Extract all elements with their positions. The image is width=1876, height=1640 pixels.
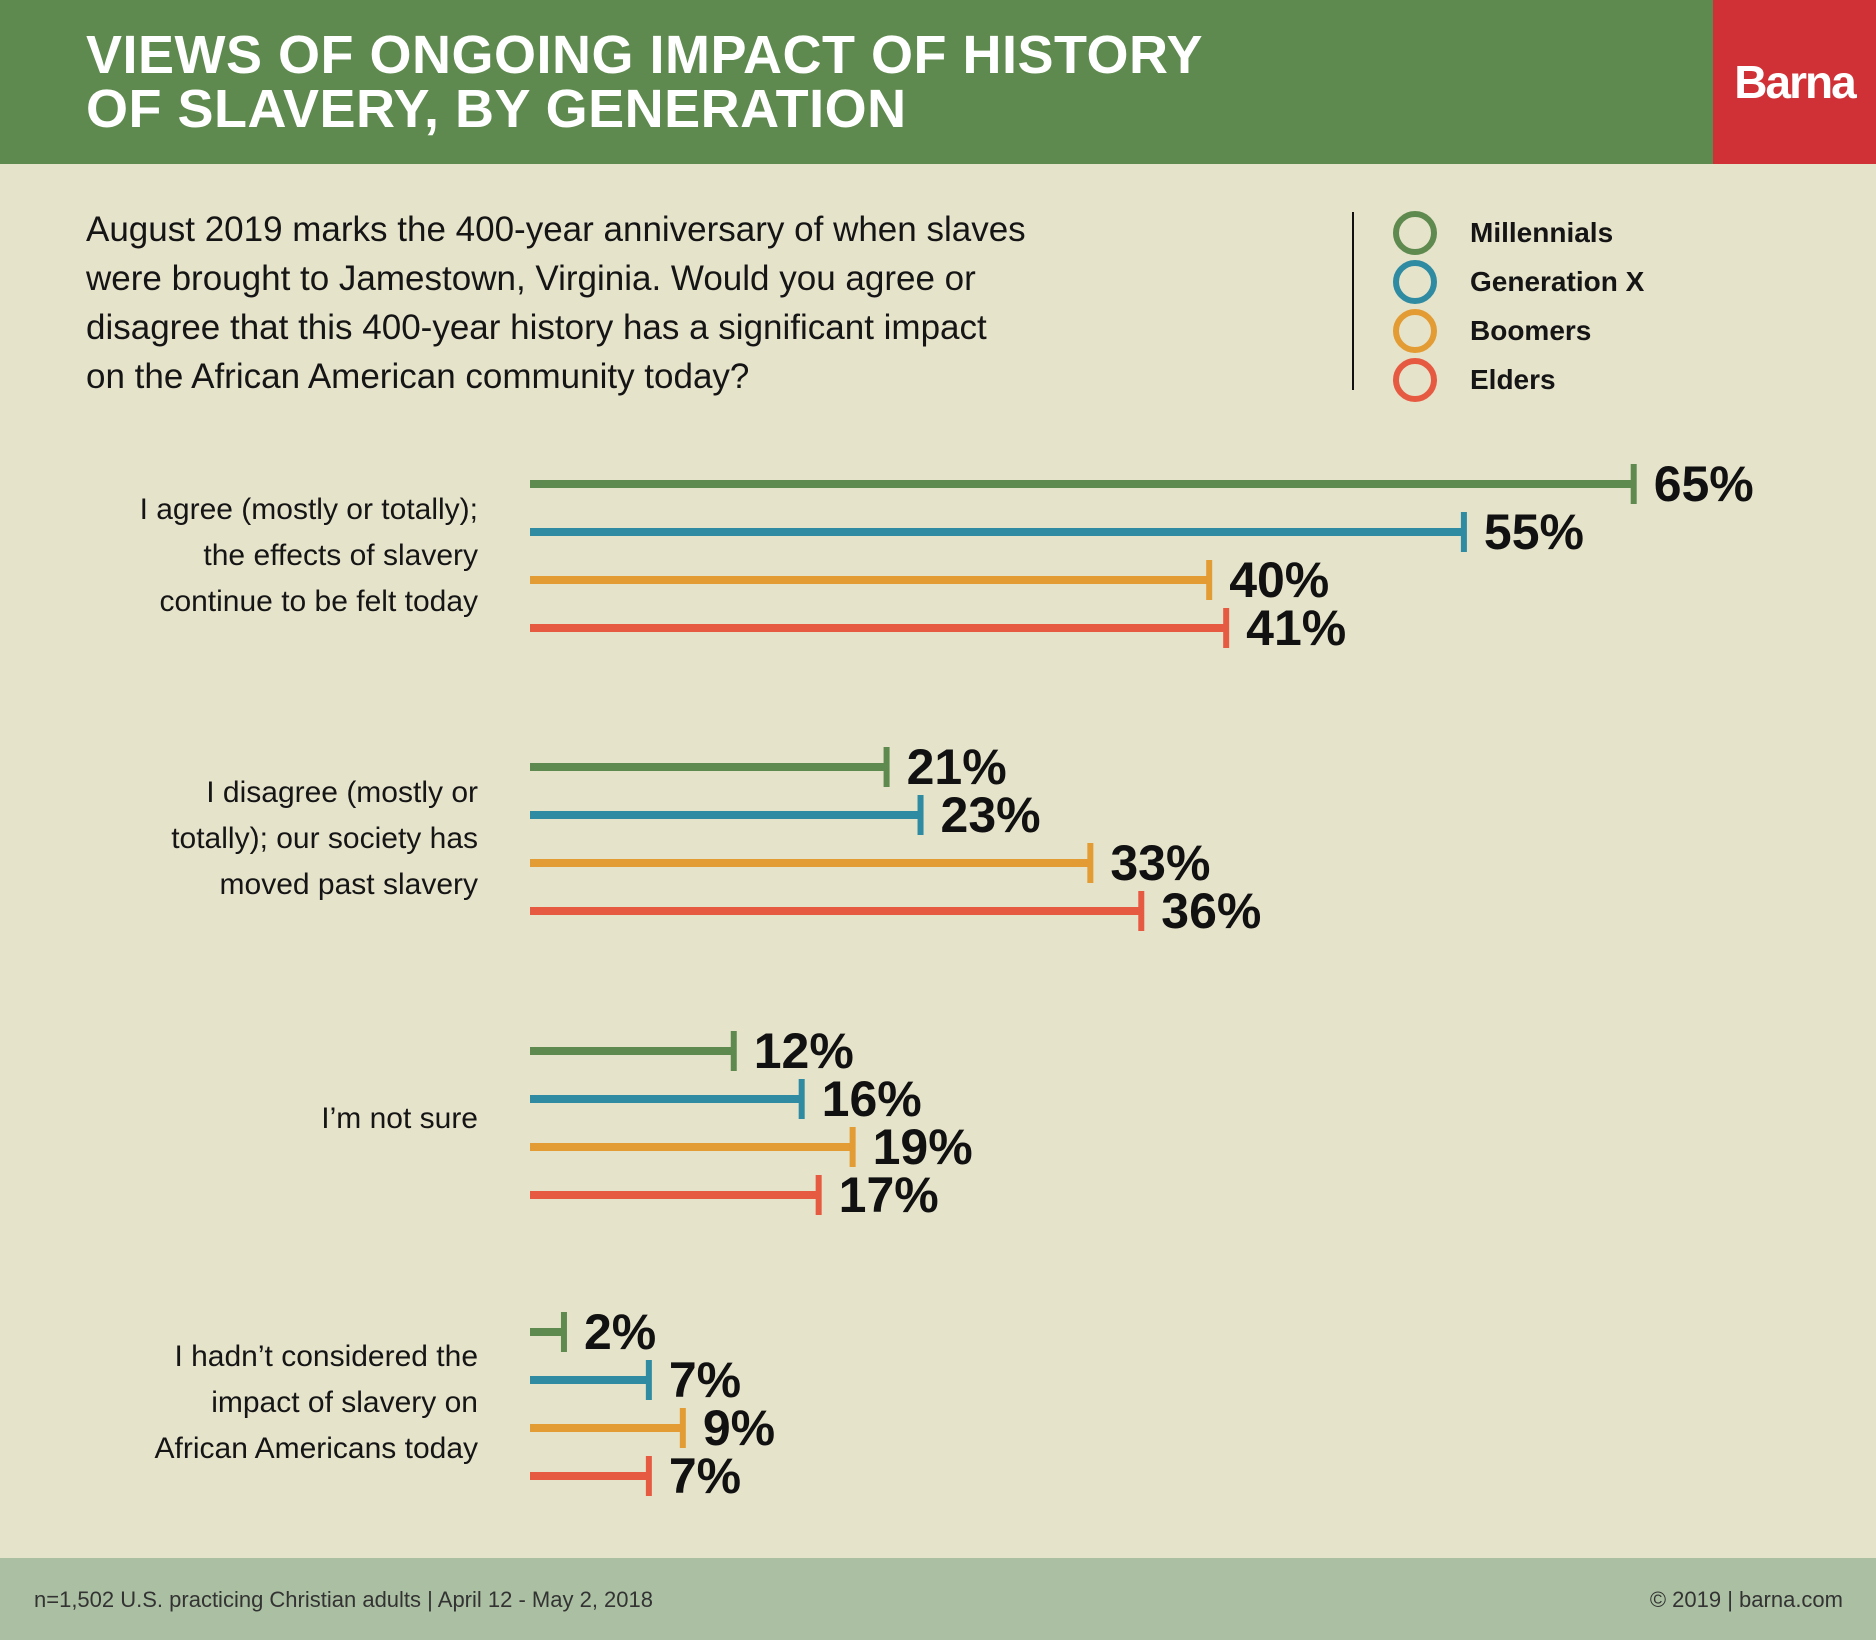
chart-title-line: VIEWS OF ONGOING IMPACT OF HISTORY bbox=[86, 25, 1204, 85]
bar-end-cap bbox=[1087, 843, 1094, 883]
bar-generation-x bbox=[530, 1095, 802, 1103]
category-label-line: impact of slavery on bbox=[211, 1386, 478, 1419]
chart-title-line: OF SLAVERY, BY GENERATION bbox=[86, 79, 907, 139]
data-label: 7% bbox=[669, 1352, 741, 1408]
bar-boomers bbox=[530, 859, 1091, 867]
question-line: August 2019 marks the 400-year anniversa… bbox=[86, 210, 1026, 249]
category-label-line: continue to be felt today bbox=[159, 585, 478, 618]
sample-note: n=1,502 U.S. practicing Christian adults… bbox=[34, 1587, 653, 1612]
bar-millennials bbox=[530, 1047, 734, 1055]
legend-label: Boomers bbox=[1470, 314, 1592, 346]
category-label-line: totally); our society has bbox=[171, 822, 478, 855]
question-line: disagree that this 400-year history has … bbox=[86, 308, 987, 347]
category-label-line: the effects of slavery bbox=[203, 539, 478, 572]
category-label-line: I disagree (mostly or bbox=[206, 776, 478, 809]
legend: Millennials Generation X Boomers Elders bbox=[1393, 208, 1644, 404]
bar-millennials bbox=[530, 480, 1634, 488]
data-label: 33% bbox=[1110, 835, 1210, 891]
bar-boomers bbox=[530, 576, 1210, 584]
data-label: 21% bbox=[907, 739, 1007, 795]
category-label-line: I agree (mostly or totally); bbox=[139, 493, 478, 526]
bar-end-cap bbox=[560, 1312, 567, 1352]
bar-end-cap bbox=[645, 1360, 652, 1400]
bar-generation-x bbox=[530, 1376, 649, 1384]
data-label: 7% bbox=[669, 1448, 741, 1504]
legend-item-millennials: Millennials bbox=[1393, 208, 1644, 257]
bar-end-cap bbox=[883, 747, 890, 787]
data-label: 36% bbox=[1161, 883, 1261, 939]
category-label-disagree: I disagree (mostly or totally); our soci… bbox=[58, 770, 478, 908]
data-label: 12% bbox=[754, 1023, 854, 1079]
bar-millennials bbox=[530, 763, 887, 771]
bar-elders bbox=[530, 624, 1227, 632]
bar-end-cap bbox=[645, 1456, 652, 1496]
bar-boomers bbox=[530, 1143, 853, 1151]
category-label-line: African Americans today bbox=[154, 1432, 478, 1465]
legend-label: Generation X bbox=[1470, 265, 1645, 297]
bar-end-cap bbox=[815, 1175, 822, 1215]
bar-millennials bbox=[530, 1328, 564, 1336]
header-banner: VIEWS OF ONGOING IMPACT OF HISTORY OF SL… bbox=[0, 0, 1876, 164]
data-label: 16% bbox=[822, 1071, 922, 1127]
legend-divider bbox=[1352, 212, 1354, 390]
bar-end-cap bbox=[1206, 560, 1213, 600]
data-label: 40% bbox=[1229, 552, 1329, 608]
footer: n=1,502 U.S. practicing Christian adults… bbox=[0, 1558, 1876, 1640]
data-label: 41% bbox=[1246, 600, 1346, 656]
category-label-line: moved past slavery bbox=[219, 868, 478, 901]
brand-name: Barna bbox=[1734, 56, 1856, 108]
legend-item-elders: Elders bbox=[1393, 355, 1644, 404]
bar-generation-x bbox=[530, 528, 1464, 536]
legend-label: Millennials bbox=[1470, 216, 1614, 248]
legend-item-boomers: Boomers bbox=[1393, 306, 1644, 355]
bar-end-cap bbox=[730, 1031, 737, 1071]
data-label: 17% bbox=[839, 1167, 939, 1223]
bar-end-cap bbox=[849, 1127, 856, 1167]
copyright: © 2019 | barna.com bbox=[1649, 1587, 1843, 1612]
barna-logo: Barna bbox=[1713, 0, 1876, 164]
category-label-not-sure: I’m not sure bbox=[58, 1096, 478, 1142]
bar-end-cap bbox=[1460, 512, 1467, 552]
bar-end-cap bbox=[798, 1079, 805, 1119]
bar-end-cap bbox=[1223, 608, 1230, 648]
category-label-hadnt-considered: I hadn’t considered the impact of slaver… bbox=[58, 1334, 478, 1472]
data-label: 23% bbox=[941, 787, 1041, 843]
ring-icon bbox=[1393, 210, 1437, 255]
bar-generation-x bbox=[530, 811, 921, 819]
data-label: 2% bbox=[584, 1304, 656, 1360]
data-label: 19% bbox=[873, 1119, 973, 1175]
category-label-agree: I agree (mostly or totally); the effects… bbox=[58, 487, 478, 625]
legend-label: Elders bbox=[1470, 363, 1556, 395]
bar-elders bbox=[530, 1191, 819, 1199]
bar-elders bbox=[530, 1472, 649, 1480]
question-line: were brought to Jamestown, Virginia. Wou… bbox=[86, 259, 976, 298]
chart-title: VIEWS OF ONGOING IMPACT OF HISTORY OF SL… bbox=[86, 28, 1203, 136]
survey-question: August 2019 marks the 400-year anniversa… bbox=[86, 205, 1186, 401]
category-label-line: I’m not sure bbox=[321, 1102, 478, 1135]
ring-icon bbox=[1393, 259, 1437, 304]
bar-elders bbox=[530, 907, 1142, 915]
bar-end-cap bbox=[1138, 891, 1145, 931]
data-label: 65% bbox=[1654, 456, 1754, 512]
bar-boomers bbox=[530, 1424, 683, 1432]
bar-end-cap bbox=[1630, 464, 1637, 504]
data-label: 55% bbox=[1484, 504, 1584, 560]
ring-icon bbox=[1393, 357, 1437, 402]
bar-end-cap bbox=[679, 1408, 686, 1448]
ring-icon bbox=[1393, 308, 1437, 353]
category-label-line: I hadn’t considered the bbox=[174, 1340, 478, 1373]
data-label: 9% bbox=[703, 1400, 775, 1456]
legend-item-generation-x: Generation X bbox=[1393, 257, 1644, 306]
bar-end-cap bbox=[917, 795, 924, 835]
question-line: on the African American community today? bbox=[86, 357, 750, 396]
